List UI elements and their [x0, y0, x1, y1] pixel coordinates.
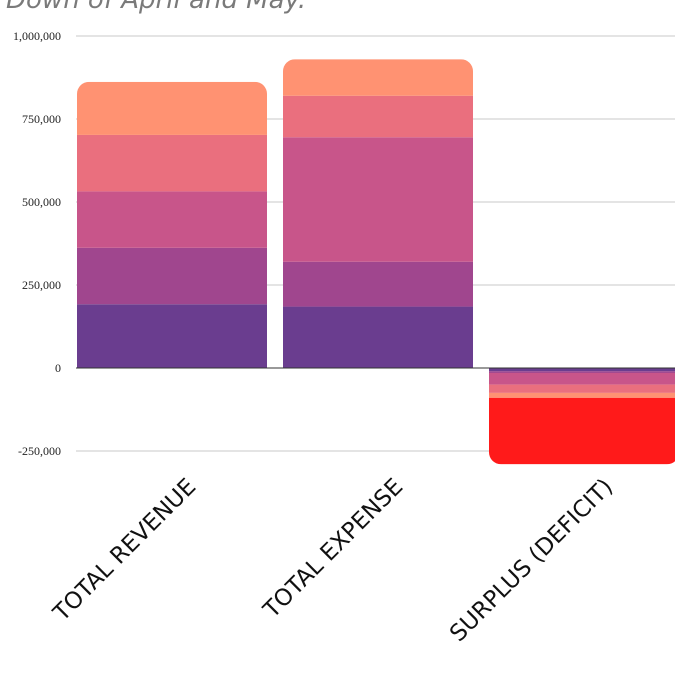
- y-tick-label: 750,000: [22, 112, 61, 126]
- y-tick-label: 0: [55, 361, 61, 375]
- bar-segment: [77, 304, 267, 368]
- bar-segment: [489, 384, 675, 393]
- y-tick-label: 500,000: [22, 195, 61, 209]
- bar-segment: [283, 59, 473, 96]
- bars: [77, 59, 675, 465]
- bar-stack-total-revenue: [77, 81, 267, 368]
- bar-segment: [489, 368, 675, 372]
- bar-segment: [77, 134, 267, 192]
- bar-stack-total-expense: [283, 59, 473, 368]
- y-tick-label: 250,000: [22, 278, 61, 292]
- x-tick-label-total-expense: TOTAL EXPENSE: [258, 474, 408, 624]
- x-tick-label-surplus-deficit: SURPLUS (DEFICIT): [445, 474, 618, 647]
- chart-title: Down of April and May.: [6, 0, 306, 15]
- y-axis-ticks: 1,000,000 750,000 500,000 250,000 0 -250,000: [13, 29, 61, 458]
- bar-segment: [283, 261, 473, 307]
- x-tick-label-total-revenue: TOTAL REVENUE: [48, 474, 201, 627]
- bar-segment: [283, 306, 473, 368]
- bar-segment: [77, 247, 267, 305]
- bar-segment: [489, 372, 675, 385]
- bar-stack-surplus-deficit: [489, 368, 675, 465]
- bar-segment: [489, 397, 675, 465]
- y-tick-label: -250,000: [18, 444, 61, 458]
- x-axis-ticks: TOTAL REVENUE TOTAL EXPENSE SURPLUS (DEFIC…: [48, 474, 618, 647]
- bar-segment: [283, 137, 473, 262]
- bar-segment: [77, 81, 267, 135]
- bar-segment: [489, 371, 675, 373]
- bar-segment: [489, 392, 675, 398]
- y-tick-label: 1,000,000: [13, 29, 61, 43]
- bar-segment: [77, 191, 267, 248]
- bar-segment: [283, 95, 473, 138]
